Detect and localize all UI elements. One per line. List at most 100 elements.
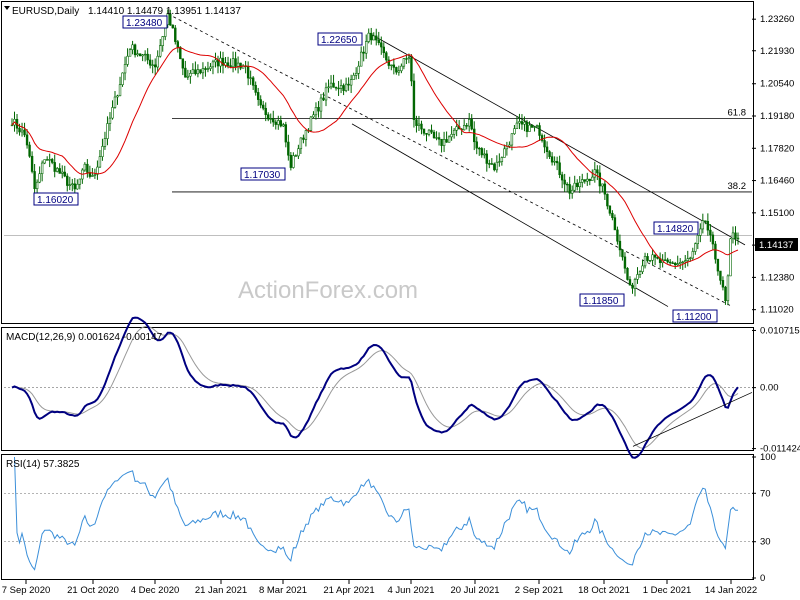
candle-body <box>462 125 466 131</box>
candle-body <box>513 128 516 135</box>
candle-body <box>312 114 315 118</box>
candle-body <box>48 159 51 161</box>
candle-body <box>377 39 380 44</box>
candle-body <box>314 107 318 116</box>
rsi-title: RSI(14) 57.3825 <box>6 459 80 470</box>
candle-body <box>719 270 722 281</box>
candle-body <box>113 96 117 108</box>
candle-body <box>229 65 232 68</box>
channel-lines <box>167 13 746 307</box>
candle-body <box>106 123 109 139</box>
macd-tick-label: 0.010715 <box>760 325 800 336</box>
candle-body <box>475 141 478 149</box>
fib-label-61-8: 61.8 <box>728 107 747 118</box>
macd-line <box>11 316 739 459</box>
candle-body <box>485 153 488 164</box>
candle-body <box>447 136 451 143</box>
date-tick-label: 8 Mar 2021 <box>259 585 307 596</box>
candle-body <box>282 124 285 127</box>
candle-body <box>711 234 715 245</box>
collapse-arrow-icon[interactable] <box>4 6 10 10</box>
candle-body <box>694 243 697 252</box>
candle-body <box>473 128 476 143</box>
candle-body <box>488 163 491 165</box>
price-callouts: 1.23480 1.16020 1.17030 1.22650 1.11850 1.148… <box>33 15 718 323</box>
candle-body <box>375 35 378 41</box>
candle-body <box>558 162 561 176</box>
candle-body <box>679 262 682 265</box>
candle-body <box>668 261 672 264</box>
candle-body <box>18 127 21 133</box>
candle-body <box>143 53 147 56</box>
candle-body <box>734 232 737 239</box>
candle-body <box>382 46 385 54</box>
symbol-label: EURUSD,Daily <box>12 6 79 17</box>
candle-body <box>319 97 323 112</box>
candle-body <box>498 161 501 163</box>
candle-body <box>226 62 230 66</box>
candle-body <box>352 74 355 80</box>
candle-body <box>78 178 82 185</box>
candle-body <box>598 172 602 187</box>
date-tick-label: 4 Dec 2020 <box>131 585 180 596</box>
price-tick-label: 1.20540 <box>760 79 794 90</box>
candle-body <box>663 259 667 261</box>
candle-body <box>40 162 44 174</box>
candle-body <box>86 163 89 173</box>
candle-body <box>28 144 31 157</box>
macd-trendline <box>632 392 753 447</box>
candle-body <box>289 154 293 168</box>
candle-body <box>545 146 549 152</box>
candle-body <box>435 137 438 139</box>
macd-title: MACD(12,26,9) 0.001624 -0.00147 <box>6 332 163 343</box>
candle-body <box>334 87 338 89</box>
fib-labels: 61.8 38.2 <box>728 107 747 192</box>
candle-body <box>588 178 591 181</box>
macd-panel <box>1 327 754 451</box>
candle-body <box>553 160 556 163</box>
candle-body <box>221 57 225 66</box>
candle-body <box>724 286 727 302</box>
candle-body <box>390 64 393 67</box>
candle-body <box>214 59 217 63</box>
price-callout: 1.14820 <box>653 221 699 235</box>
candle-body <box>108 117 112 124</box>
candle-body <box>372 35 375 41</box>
candle-body <box>347 83 350 86</box>
candle-body <box>151 64 154 66</box>
candle-body <box>392 64 396 68</box>
candle-body <box>83 163 87 171</box>
candle-body <box>297 148 300 157</box>
candle-body <box>267 114 270 120</box>
rsi-panel <box>1 454 754 580</box>
candle-body <box>128 49 132 57</box>
candle-body <box>543 140 546 148</box>
candle-body <box>636 274 639 280</box>
last-price-value: 1.14137 <box>759 240 793 251</box>
candle-body <box>302 137 305 140</box>
rsi-axis: 100 70 30 0 <box>752 452 776 584</box>
candle-body <box>440 138 443 146</box>
candle-body <box>706 221 710 231</box>
candle-body <box>704 220 707 222</box>
candle-body <box>395 67 398 73</box>
candle-body <box>43 159 46 164</box>
candle-body <box>631 284 634 289</box>
price-tick-label: 1.15100 <box>760 208 794 219</box>
candle-body <box>626 267 629 280</box>
candle-body <box>133 44 137 56</box>
price-callout-text: 1.14820 <box>657 224 694 235</box>
candle-body <box>397 70 401 73</box>
candle-body <box>638 271 642 275</box>
price-callout: 1.23480 <box>122 15 168 29</box>
date-tick-label: 1 Dec 2021 <box>643 585 692 596</box>
candle-body <box>153 64 157 68</box>
channel-upper <box>369 33 746 246</box>
candle-body <box>731 232 735 240</box>
candle-body <box>380 42 383 48</box>
candle-body <box>603 183 607 195</box>
candle-body <box>58 168 61 174</box>
candle-body <box>729 238 732 277</box>
candle-body <box>354 72 358 76</box>
candle-body <box>555 160 559 164</box>
